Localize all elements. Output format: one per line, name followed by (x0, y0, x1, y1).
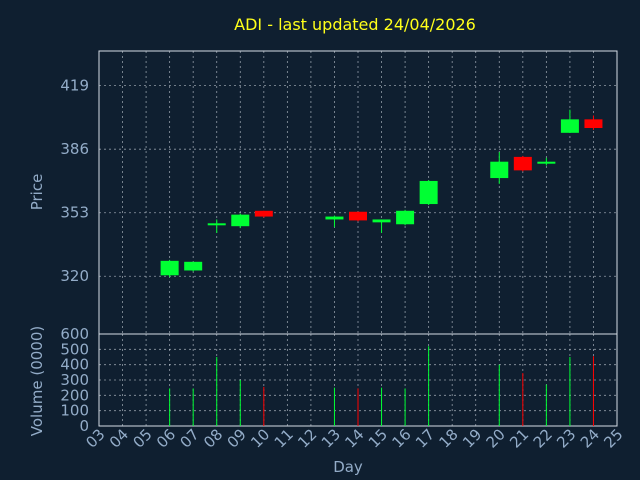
price-axis-label: Price (28, 174, 46, 211)
candle-body (184, 261, 203, 271)
price-panel: 320 353 386 419 (60, 50, 618, 335)
x-tick-label: 21 (506, 425, 532, 451)
volume-tick-label: 300 (60, 371, 89, 389)
candle-body (584, 119, 603, 129)
volume-tick-label: 0 (79, 417, 89, 435)
candle-body (372, 219, 391, 223)
x-tick-label: 08 (200, 425, 226, 451)
candle-body (207, 223, 226, 226)
candle-body (231, 214, 250, 227)
price-tick-label: 419 (60, 77, 89, 95)
x-tick-label: 25 (600, 425, 626, 451)
candle-body (396, 210, 415, 225)
price-tick-label: 320 (60, 267, 89, 285)
x-tick-label: 18 (436, 425, 462, 451)
x-tick-label: 23 (553, 425, 579, 451)
volume-tick-label: 100 (60, 402, 89, 420)
x-tick-label: 19 (459, 425, 485, 451)
candle-body (560, 119, 579, 133)
volume-tick-label: 500 (60, 340, 89, 358)
candle-body (537, 161, 556, 164)
x-tick-label: 13 (318, 425, 344, 451)
x-tick-label: 14 (341, 425, 367, 451)
volume-axis-label: Volume (0000) (28, 326, 46, 436)
x-tick-label: 24 (577, 425, 603, 451)
x-tick-label: 20 (483, 425, 509, 451)
x-tick-label: 10 (247, 425, 273, 451)
candle-body (490, 161, 509, 179)
candle-body (325, 216, 344, 220)
price-tick-label: 353 (60, 204, 89, 222)
candle-body (349, 211, 367, 221)
candle-body (419, 180, 438, 205)
x-tick-label: 07 (177, 425, 203, 451)
volume-panel: 0100200300400500600030405060708091011121… (60, 325, 626, 452)
x-tick-label: 06 (153, 425, 179, 451)
x-tick-label: 15 (365, 425, 391, 451)
x-tick-label: 05 (129, 425, 155, 451)
x-tick-label: 12 (294, 425, 320, 451)
x-axis-label: Day (333, 458, 363, 476)
candle-body (254, 210, 273, 217)
price-tick-label: 386 (60, 140, 89, 158)
volume-tick-label: 600 (60, 325, 89, 343)
volume-tick-label: 200 (60, 386, 89, 404)
volume-tick-label: 400 (60, 356, 89, 374)
x-tick-label: 16 (388, 425, 414, 451)
x-tick-label: 04 (106, 425, 132, 451)
x-tick-label: 22 (530, 425, 556, 451)
x-tick-label: 17 (412, 425, 438, 451)
candle-body (160, 260, 179, 276)
x-tick-label: 09 (224, 425, 250, 451)
x-tick-label: 11 (271, 425, 297, 451)
chart-title: ADI - last updated 24/04/2026 (234, 15, 476, 34)
candle-body (513, 156, 532, 171)
